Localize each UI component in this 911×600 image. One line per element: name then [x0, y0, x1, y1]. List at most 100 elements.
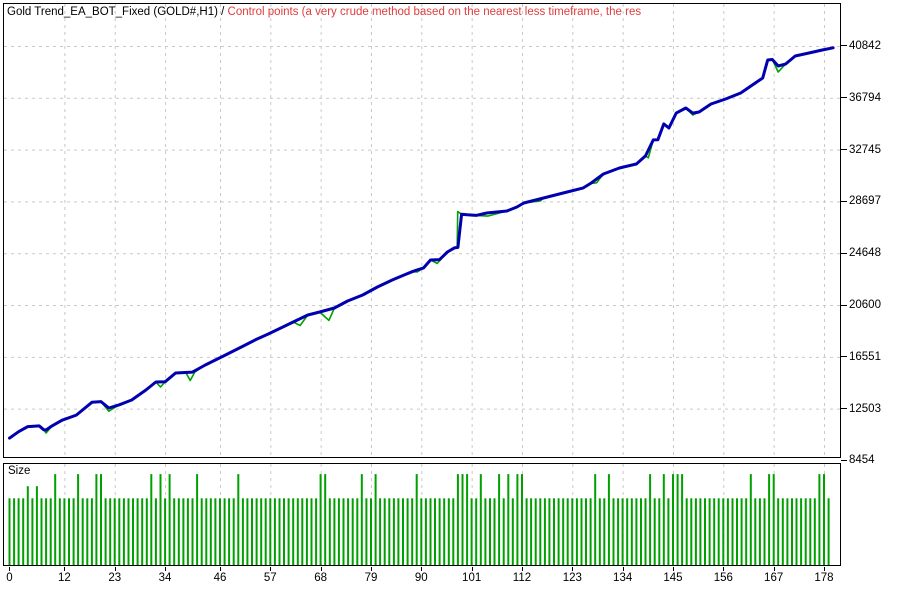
size-bar [269, 498, 272, 565]
size-bar [777, 498, 780, 565]
size-bar [8, 498, 11, 565]
x-axis-tick-label: 134 [613, 572, 633, 584]
x-axis-tick-label: 79 [364, 572, 378, 584]
size-bar [434, 498, 436, 565]
x-axis-tick-label: 178 [814, 572, 834, 584]
size-bar [534, 498, 537, 565]
size-bar [356, 498, 359, 565]
size-bar [649, 474, 652, 565]
size-bar [456, 474, 459, 565]
size-bar [580, 498, 583, 565]
size-bar [452, 498, 455, 565]
x-axis-tick [622, 567, 624, 571]
x-axis-tick [471, 567, 473, 571]
x-axis-tick [165, 567, 167, 571]
x-axis-tick-label: 167 [764, 572, 784, 584]
y-axis-tick-label: 20600 [849, 299, 881, 311]
size-bar [109, 498, 112, 565]
size-bar [49, 498, 52, 565]
size-bar [315, 498, 318, 565]
size-bar [31, 498, 34, 565]
size-bar [621, 498, 624, 565]
size-bar [521, 474, 523, 565]
size-bar [379, 498, 382, 565]
size-bar [260, 498, 263, 565]
size-bar [209, 498, 212, 565]
size-bar [214, 498, 217, 565]
size-bar [200, 498, 203, 565]
size-bar [127, 498, 130, 565]
size-bar [740, 498, 743, 565]
x-axis-tick [114, 567, 116, 571]
size-bar [58, 498, 61, 565]
size-bar [365, 498, 368, 565]
size-panel: Size [3, 463, 841, 566]
x-axis-tick-label: 123 [562, 572, 582, 584]
size-bar [758, 498, 761, 565]
size-bar [342, 498, 345, 565]
size-bar [328, 498, 331, 565]
size-bar [662, 474, 665, 565]
size-bar [406, 498, 409, 565]
y-axis-tick-label: 16551 [849, 350, 881, 363]
size-bar [292, 498, 295, 565]
size-bar [681, 474, 684, 565]
x-axis-tick [270, 567, 272, 571]
x-axis-tick [9, 567, 11, 571]
y-axis-tick [841, 408, 847, 410]
size-bar [424, 498, 427, 565]
size-bar [278, 498, 281, 565]
x-axis-tick [521, 567, 523, 571]
size-bar [305, 498, 308, 565]
size-bar [228, 498, 231, 565]
x-axis-tick-label: 145 [663, 572, 683, 584]
size-bar [575, 498, 578, 565]
size-bar [22, 498, 25, 565]
x-axis-tick-label: 90 [414, 572, 428, 584]
size-bar [726, 498, 729, 565]
size-bar [585, 498, 587, 565]
x-axis-tick [421, 567, 423, 571]
size-bar [617, 498, 620, 565]
x-axis-tick [219, 567, 221, 571]
trade-size-bars-chart [8, 464, 830, 565]
size-bar [251, 498, 253, 565]
x-axis-tick-label: 57 [263, 572, 277, 584]
size-bar [667, 498, 670, 565]
size-bar [283, 498, 285, 565]
y-axis-tick-label: 28697 [849, 195, 881, 208]
size-bar [241, 498, 244, 565]
size-bar [81, 498, 84, 565]
size-bar [443, 498, 446, 565]
size-bar [676, 474, 679, 565]
size-bar [164, 498, 167, 565]
size-bar [543, 498, 546, 565]
size-bar [374, 474, 377, 565]
size-bar [168, 474, 171, 565]
size-bar [694, 498, 697, 565]
x-axis-tick-label: 112 [512, 572, 532, 584]
size-bar [640, 498, 642, 565]
balance-line [8, 46, 835, 440]
size-bar [507, 474, 510, 565]
size-bar [493, 498, 496, 565]
size-bar [800, 498, 803, 565]
size-bar [607, 474, 610, 565]
size-bar [470, 498, 473, 565]
x-axis-tick-label: 34 [158, 572, 172, 584]
y-axis-tick [841, 200, 847, 202]
x-axis-tick [723, 567, 725, 571]
size-bar [626, 498, 629, 565]
y-axis-tick-label: 36794 [849, 91, 881, 104]
size-bar [86, 498, 89, 565]
size-bar [795, 498, 798, 565]
size-bar [772, 474, 775, 565]
y-axis-tick [841, 459, 847, 461]
size-bar [708, 498, 711, 565]
size-bar [118, 498, 121, 565]
y-axis-tick-label: 12503 [849, 402, 881, 415]
size-bar [397, 498, 400, 565]
size-bar [804, 498, 807, 565]
size-bar [26, 486, 29, 565]
size-bar [429, 498, 432, 565]
